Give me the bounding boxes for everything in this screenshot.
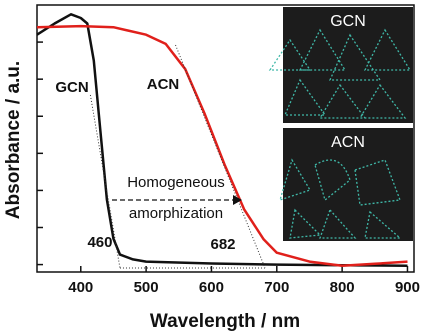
annotation: Homogeneous (127, 174, 225, 191)
inset-gcn (268, 7, 413, 123)
x-tick-label: 500 (134, 279, 159, 296)
inset-label: GCN (330, 13, 366, 30)
annotation: amorphization (129, 205, 223, 222)
x-tick-label: 600 (199, 279, 224, 296)
x-tick-label: 700 (264, 279, 289, 296)
x-axis-label: Wavelength / nm (150, 311, 300, 332)
series-line (36, 24, 408, 267)
inset-label: ACN (331, 134, 365, 151)
inset-acn (279, 128, 413, 241)
onset-tangent (89, 94, 121, 269)
inset-structure (268, 28, 412, 119)
inset-image (283, 7, 413, 123)
onset-label: 682 (211, 236, 236, 253)
onset-tangent (175, 44, 266, 269)
y-axis-label: Absorbance / a.u. (3, 61, 24, 219)
x-tick-label: 800 (330, 279, 355, 296)
inset-image (283, 128, 413, 241)
series-label: ACN (147, 76, 180, 93)
x-tick-label: 900 (395, 279, 420, 296)
plot-frame (36, 4, 415, 273)
onset-label: 460 (87, 234, 112, 251)
series-line (36, 13, 408, 267)
series-label: GCN (55, 79, 88, 96)
arrow-head (233, 195, 242, 205)
x-tick-label: 400 (68, 279, 93, 296)
